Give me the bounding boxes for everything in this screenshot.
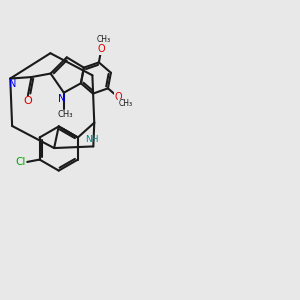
Text: Cl: Cl [15,157,26,167]
Text: N: N [58,94,65,103]
Text: NH: NH [85,135,99,144]
Text: CH₃: CH₃ [58,110,73,119]
Text: N: N [9,79,16,89]
Text: CH₃: CH₃ [96,35,110,44]
Text: O: O [98,44,105,54]
Text: O: O [23,96,32,106]
Text: CH₃: CH₃ [119,99,133,108]
Text: O: O [114,92,122,102]
